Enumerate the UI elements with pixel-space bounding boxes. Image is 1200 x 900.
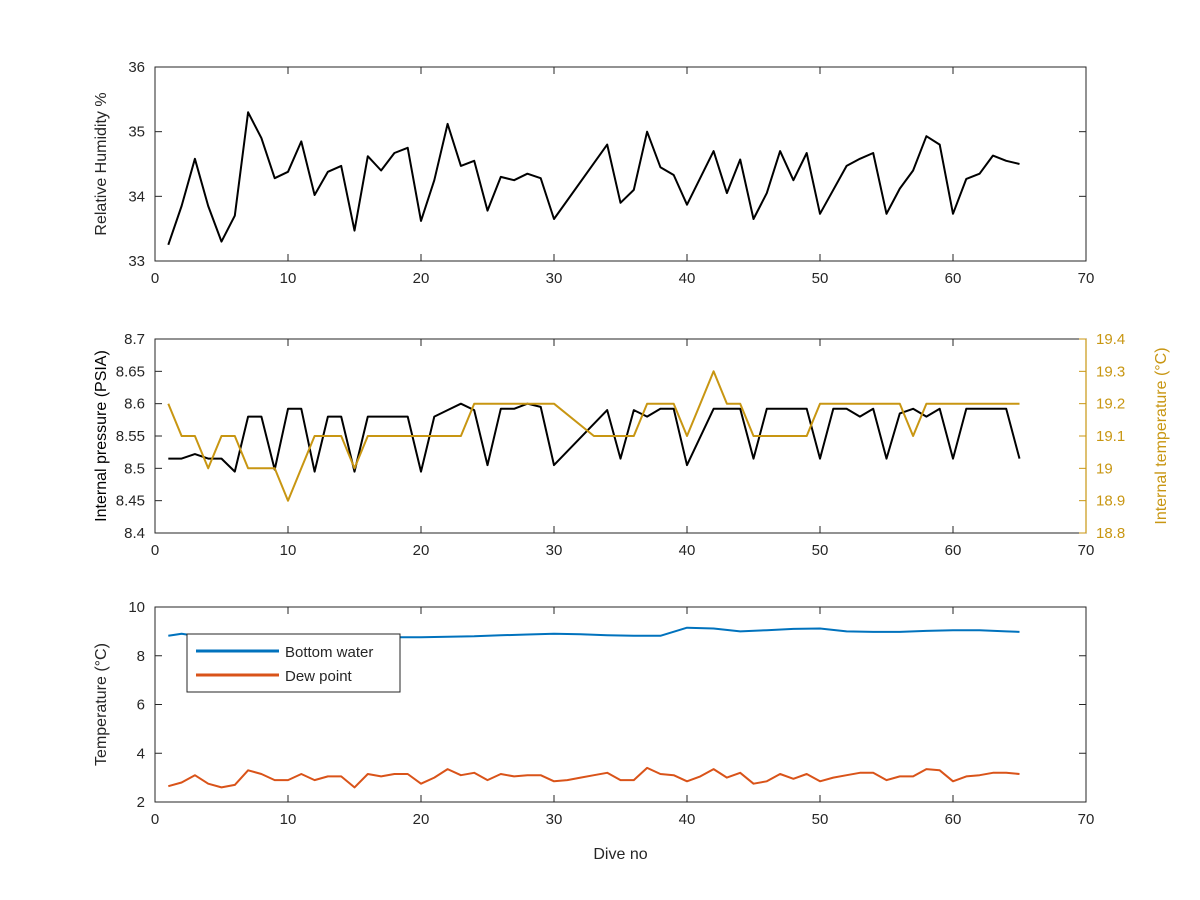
y-tick-label: 33 [128,253,145,270]
y-tick-label: 8.4 [124,525,145,542]
y-right-tick-label: 18.9 [1096,493,1125,510]
y-tick-label: 8.7 [124,331,145,348]
y-tick-label: 8.45 [116,493,145,510]
y-tick-label: 4 [137,745,145,762]
y-tick-label: 34 [128,188,145,205]
x-tick-label: 40 [679,542,696,559]
y-right-tick-label: 18.8 [1096,525,1125,542]
x-tick-label: 0 [151,542,159,559]
y-tick-label: 2 [137,794,145,811]
panel-3: 0 10 20 30 40 50 60 70 2 4 6 8 10 Temperature (°C) Div… [93,599,1094,863]
x-tick-label: 10 [280,811,297,828]
x-tick-label: 50 [812,542,829,559]
series-line-2 [167,370,1020,502]
legend-box [186,633,401,693]
series-line-1 [167,111,1020,246]
x-tick-label: 0 [151,811,159,828]
x-tick-label: 70 [1078,542,1095,559]
y-tick-label: 6 [137,697,145,714]
series-line-1 [168,402,1021,473]
x-tick-label: 50 [812,270,829,287]
y-right-tick-label: 19.4 [1096,331,1125,348]
y-tick-label: 10 [128,599,145,616]
y-axis-label: Relative Humidity % [93,92,110,235]
y-right-axis-label: Internal temperature (°C) [1153,347,1170,524]
x-tick-label: 60 [945,811,962,828]
y-right-tick-label: 19 [1096,460,1113,477]
y-right-tick-label: 19.2 [1096,396,1125,413]
x-tick-label: 70 [1078,811,1095,828]
x-tick-label: 10 [280,270,297,287]
y-axis-label: Internal pressure (PSIA) [93,350,110,522]
y-tick-label: 35 [128,124,145,141]
panel-2: 0 10 20 30 40 50 60 70 8.4 8.45 8.5 8.55 8.6 8.65 8.7 1… [93,331,1170,559]
x-tick-label: 10 [280,542,297,559]
panel-1: 0 10 20 30 40 50 60 70 33 34 35 36 Relative Humidity… [93,59,1094,287]
x-tick-label: 0 [151,270,159,287]
axes-box [154,66,1087,262]
legend-label: Dew point [285,668,353,685]
x-tick-label: 50 [812,811,829,828]
y-tick-label: 8.55 [116,428,145,445]
x-tick-label: 30 [546,811,563,828]
x-tick-label: 20 [413,542,430,559]
y-right-tick-label: 19.1 [1096,428,1125,445]
y-axis-label: Temperature (°C) [93,643,110,766]
y-tick-label: 8.65 [116,363,145,380]
x-tick-label: 30 [546,270,563,287]
x-tick-label: 60 [945,542,962,559]
legend: Bottom water Dew point [186,633,401,693]
x-tick-label: 20 [413,270,430,287]
x-tick-label: 40 [679,270,696,287]
y-right-tick-label: 19.3 [1096,363,1125,380]
x-tick-label: 60 [945,270,962,287]
x-axis-label: Dive no [593,846,647,863]
y-tick-label: 36 [128,59,145,76]
x-tick-label: 70 [1078,270,1095,287]
y-tick-label: 8.6 [124,396,145,413]
x-tick-label: 30 [546,542,563,559]
series-line-dew-point [168,766,1020,789]
legend-label: Bottom water [285,644,373,661]
y-tick-label: 8.5 [124,460,145,477]
x-tick-label: 20 [413,811,430,828]
x-tick-label: 40 [679,811,696,828]
y-tick-label: 8 [137,648,145,665]
